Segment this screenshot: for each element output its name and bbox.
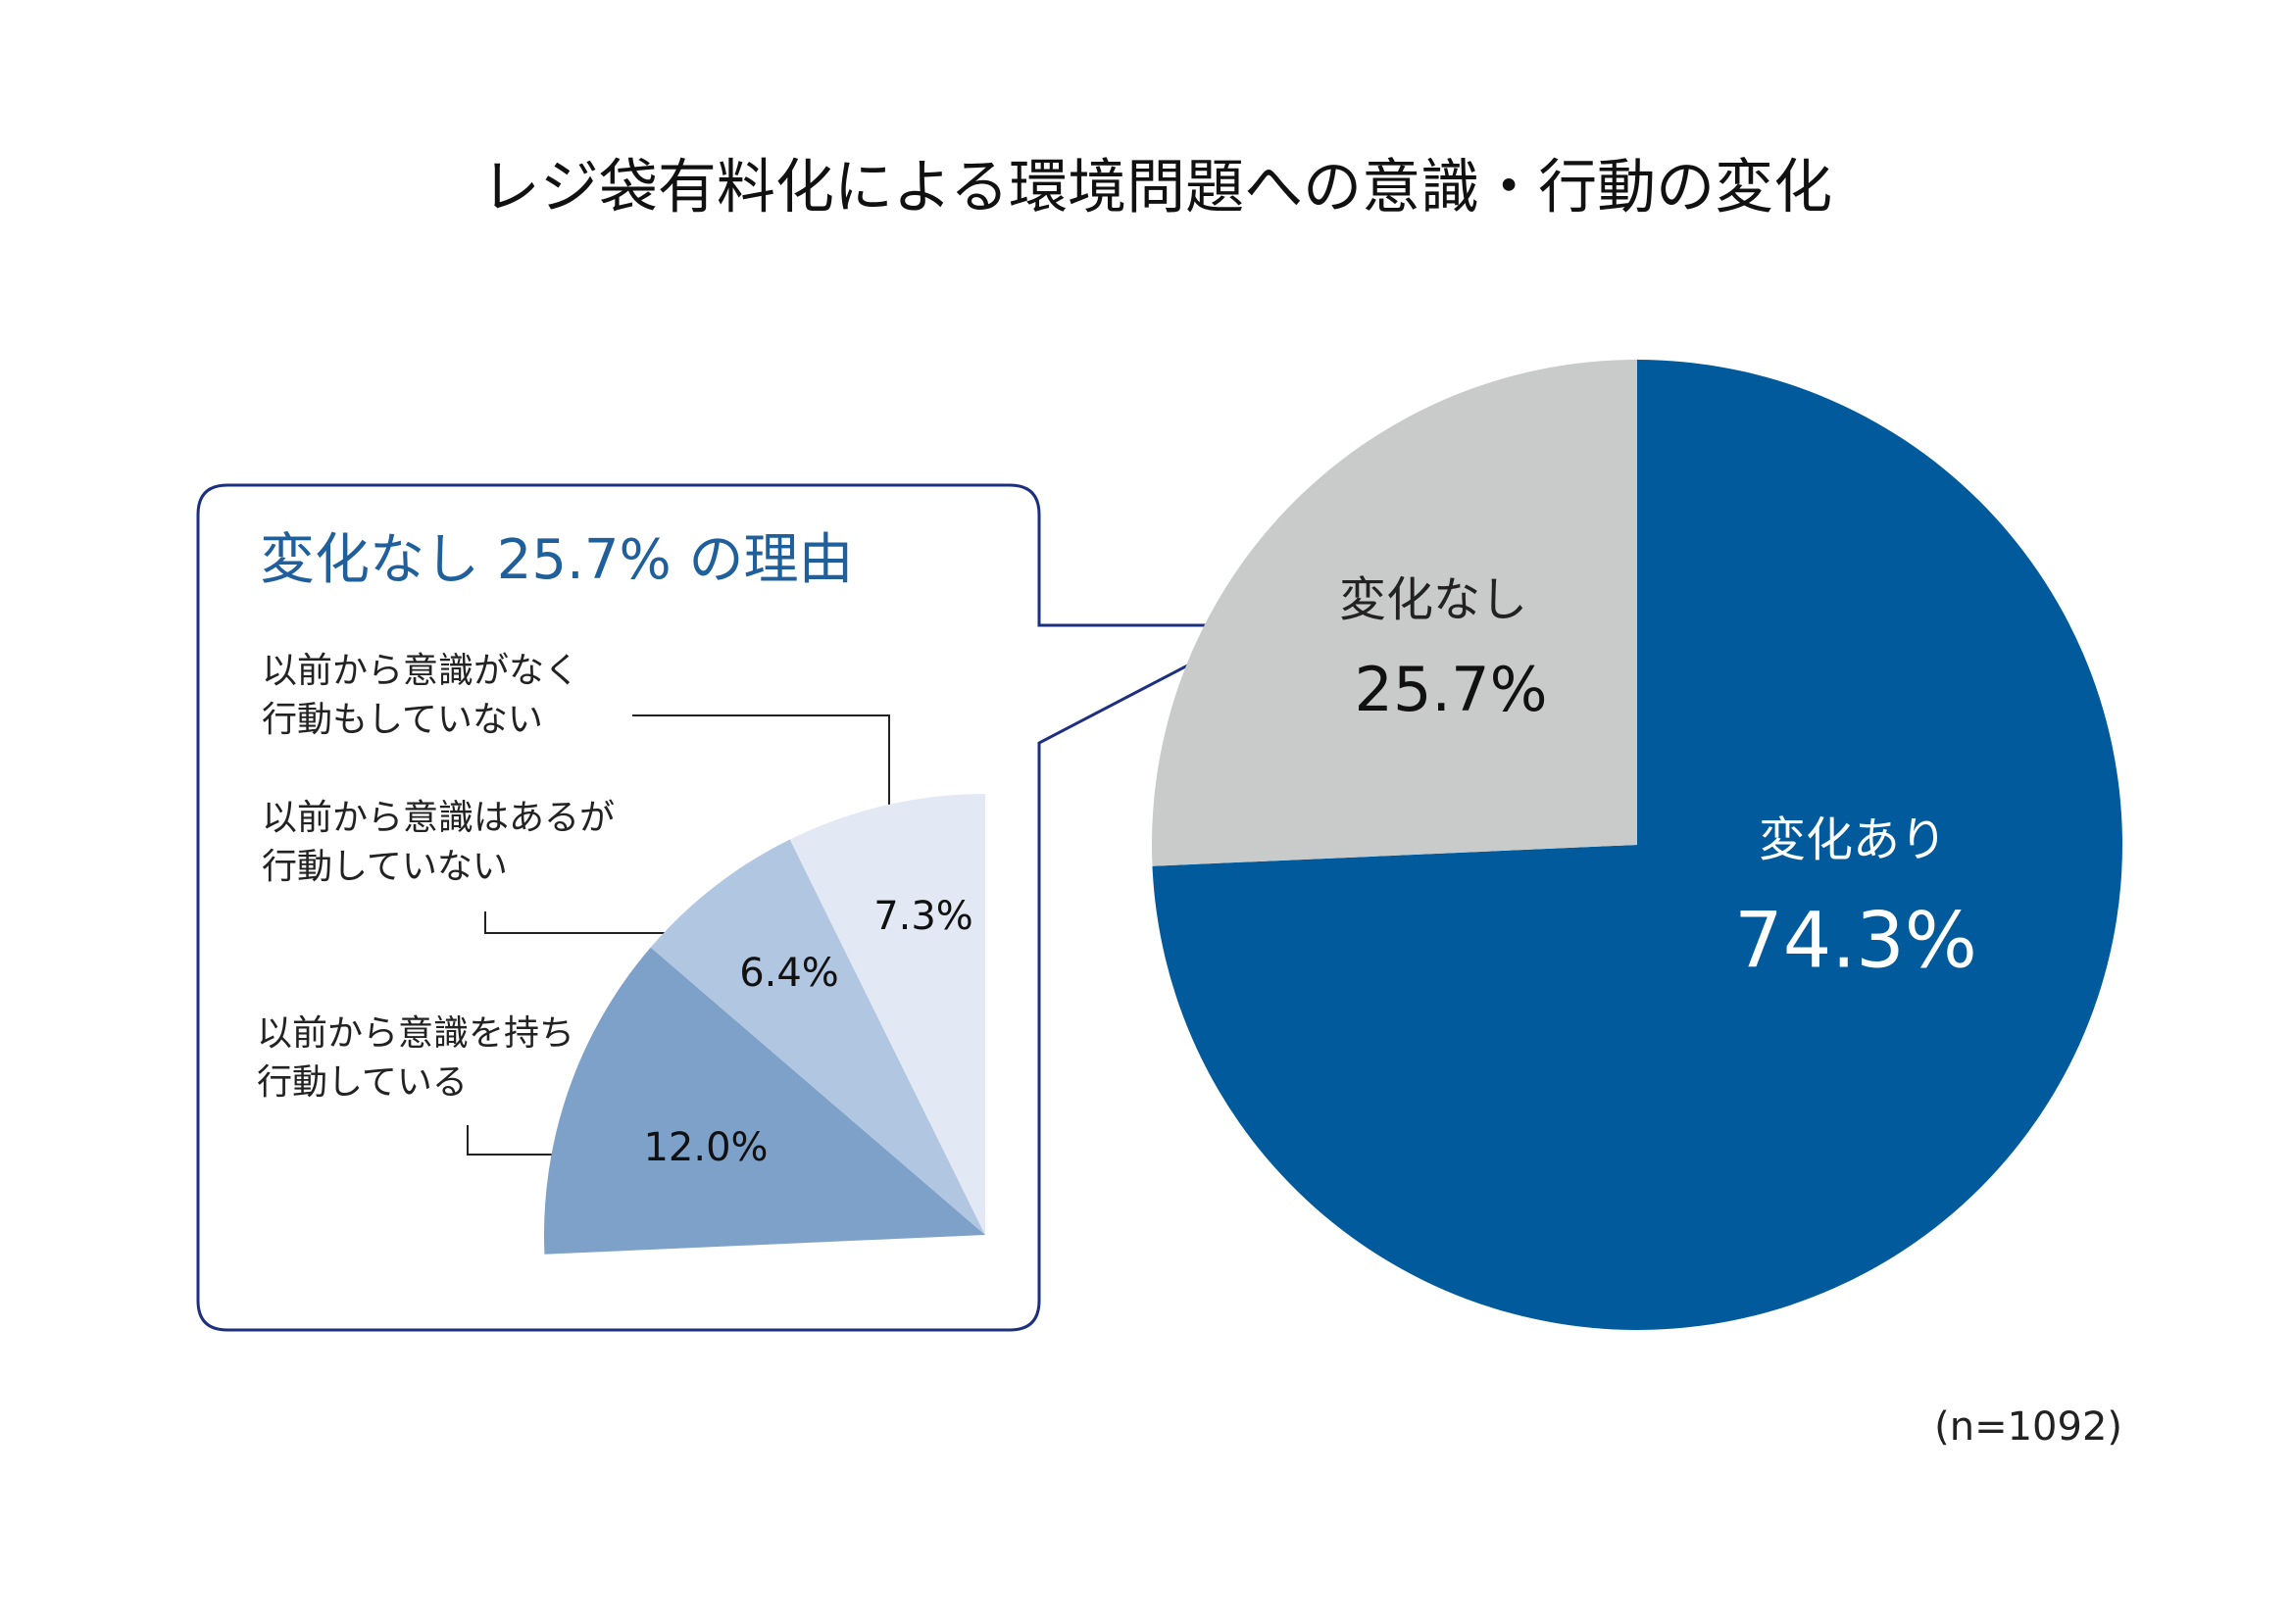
value-label: 74.3% xyxy=(1734,897,1977,985)
category-label: 以前から意識がなく 行動もしていない xyxy=(262,651,580,740)
callout-title: 変化なし 25.7% の理由 xyxy=(260,528,854,592)
pie-slice xyxy=(544,947,985,1255)
category-label: 変化なし xyxy=(1339,572,1527,627)
value-label: 6.4% xyxy=(739,951,839,996)
pie-slice xyxy=(650,839,985,1235)
category-label: 変化あり xyxy=(1759,812,1947,867)
value-label: 25.7% xyxy=(1355,654,1548,725)
category-label: 以前から意識はあるが 行動していない xyxy=(262,798,616,887)
chart-title: レジ袋有料化による環境問題への意識・行動の変化 xyxy=(481,154,1832,222)
pie-slice xyxy=(1152,360,2122,1330)
pie-slice xyxy=(1152,360,1637,866)
leader-line xyxy=(632,714,890,833)
callout-box xyxy=(196,483,1266,1332)
pie-slice xyxy=(789,794,985,1235)
category-label: 以前から意識を持ち 行動している xyxy=(257,1013,575,1103)
value-label: 7.3% xyxy=(873,894,973,939)
sample-note: (n=1092) xyxy=(1934,1404,2122,1450)
value-label: 12.0% xyxy=(643,1125,768,1170)
